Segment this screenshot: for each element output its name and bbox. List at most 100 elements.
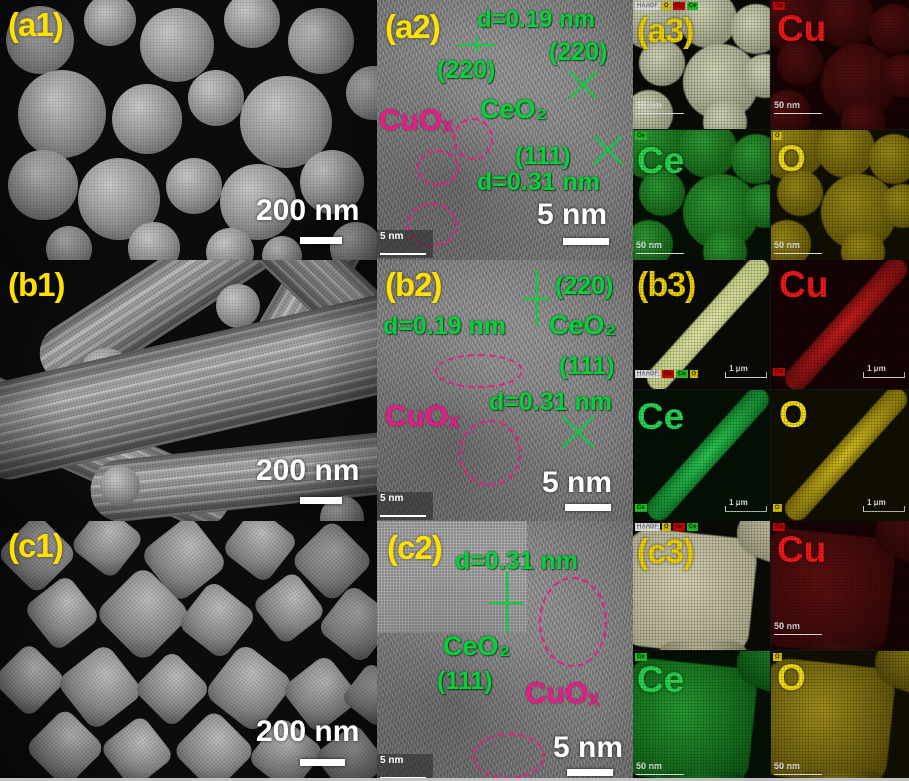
nanoparticle [100, 466, 140, 506]
cuox-region-outline [453, 118, 493, 160]
eds-haadf-map: (b3) HAADF Cu Ce O 1 μm [633, 260, 771, 390]
particle [869, 4, 909, 54]
plane-220-text: (220) [555, 272, 614, 300]
scale-text: 1 μm [867, 498, 886, 507]
scale-line [774, 774, 822, 775]
scale-line [774, 253, 822, 254]
panel-label-b1: (b1) [8, 266, 65, 303]
eds-ce-map: Ce Ce 1 μm [633, 390, 771, 521]
particle [881, 184, 909, 228]
scale-line [636, 774, 684, 775]
nanoparticle [166, 158, 222, 214]
nanoparticle [140, 8, 214, 82]
cuox-region-outline [459, 420, 521, 486]
d-spacing-marker-icon [489, 571, 523, 633]
scale-bar [563, 238, 609, 245]
scale-line [636, 113, 684, 114]
particle [703, 100, 747, 130]
scale-text: 200 nm [256, 715, 360, 748]
scale-text: 1 μm [867, 364, 886, 373]
cuox-text: CuOₓ [379, 104, 454, 137]
plane-220-text: (220) [549, 38, 608, 66]
plane-111-text: (111) [515, 142, 571, 170]
particle [881, 54, 909, 98]
panel-label-c1: (c1) [8, 527, 64, 564]
particle [817, 130, 875, 178]
ce-legend-chip: Ce [686, 2, 699, 10]
d-spacing-111-text: d=0.31 nm [455, 547, 578, 575]
d-spacing-220-text: d=0.19 nm [383, 312, 506, 340]
nanoparticle [262, 236, 302, 260]
panel-c3-eds-maps: HAADF O Cu Ce (c3) Cu Cu 50 nm Ce Ce 50 … [633, 521, 909, 781]
scale-bar [300, 759, 345, 766]
nanoparticle [6, 6, 74, 74]
cuox-region-outline [417, 150, 459, 186]
o-legend-chip: O [773, 132, 782, 140]
original-scale-text: 5 nm [380, 493, 404, 504]
cu-legend-chip: Cu [773, 523, 785, 531]
particle [771, 90, 811, 130]
panel-c2-hrtem: (c2) d=0.31 nm CeO₂ (111) CuOₓ 5 nm 5 nm [377, 521, 633, 781]
particle [657, 771, 749, 781]
haadf-legend-chip: HAADF [635, 370, 660, 378]
cu-legend-chip: Cu [773, 2, 785, 10]
panel-label-a1: (a1) [8, 6, 64, 43]
o-legend-chip: O [662, 523, 671, 531]
panel-label-c2: (c2) [387, 529, 443, 566]
nanoparticle [220, 164, 296, 240]
particle [633, 90, 673, 130]
o-legend-chip: O [689, 370, 699, 378]
nanoparticle [99, 714, 175, 781]
scale-line [636, 253, 684, 254]
plane-111-text: (111) [437, 667, 493, 695]
d-spacing-marker-icon [523, 270, 549, 326]
original-scale-bar: 5 nm [377, 492, 433, 520]
eds-o-map: O O 50 nm [771, 651, 909, 781]
scale-text: 1 μm [729, 364, 748, 373]
haadf-legend-chip: HAADF [635, 2, 660, 10]
eds-cu-map: Cu Cu 1 μm [771, 260, 909, 390]
scale-text: 1 μm [729, 498, 748, 507]
eds-ce-map: Ce Ce 50 nm [633, 130, 771, 260]
particle [743, 54, 771, 98]
panel-label-c3: (c3) [637, 533, 694, 571]
cuox-region-outline [435, 354, 523, 388]
panel-b2-hrtem: (b2) (220) d=0.19 nm CeO₂ (111) d=0.31 n… [377, 260, 633, 521]
cu-map-label: Cu [779, 264, 829, 305]
eds-cu-map: Cu Cu 50 nm [771, 0, 909, 130]
o-map-label: O [779, 394, 808, 435]
cu-legend-chip: Cu [672, 523, 685, 531]
d-spacing-marker-icon [563, 66, 601, 104]
particle [841, 230, 885, 260]
particle [795, 641, 887, 651]
o-legend-chip: O [773, 504, 782, 512]
scale-text: 5 nm [542, 466, 613, 499]
cuox-region-outline [539, 577, 607, 667]
figure-bottom-border [0, 778, 909, 781]
panel-b1-sem-rods: (b1) 200 nm [0, 260, 377, 521]
particle [639, 40, 685, 86]
scale-line [863, 506, 905, 512]
scale-bar [300, 497, 342, 504]
particle [703, 230, 747, 260]
cuox-text: CuOₓ [385, 400, 460, 433]
scale-text: 50 nm [774, 100, 801, 110]
panel-a3-eds-maps: HAADF O Cu Ce (a3) 50 nm Cu Cu 50 nm Ce [633, 0, 909, 260]
panel-c1-sem-octahedra: (c1) 200 nm [0, 521, 377, 781]
eds-ce-map: Ce Ce 50 nm [633, 651, 771, 781]
scale-text: 50 nm [636, 100, 663, 110]
o-legend-chip: O [773, 653, 782, 661]
nanoparticle [346, 66, 377, 120]
particle [639, 170, 685, 216]
scale-text: 50 nm [774, 621, 801, 631]
particle [869, 134, 909, 184]
panel-label-a2: (a2) [385, 8, 441, 45]
eds-haadf-map: HAADF O Cu Ce (a3) 50 nm [633, 0, 771, 130]
scale-bar [300, 237, 342, 244]
original-scale-bar: 5 nm [377, 754, 433, 781]
o-legend-chip: O [662, 2, 671, 10]
panel-a1-sem-spheres: (a1) 200 nm [0, 0, 377, 260]
panel-label-b3: (b3) [637, 266, 696, 304]
nanoparticle [8, 150, 78, 220]
